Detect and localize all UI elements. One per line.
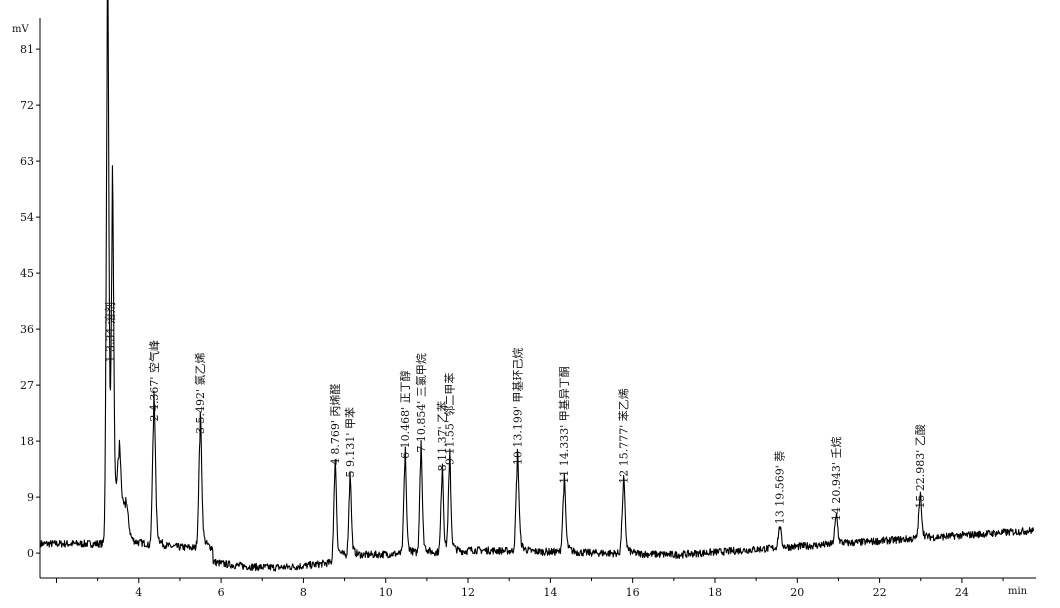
peak-label: 4 8.769' 丙烯醛 — [328, 384, 342, 466]
x-tick-label: 24 — [955, 586, 969, 599]
y-tick-label: 72 — [20, 99, 34, 112]
chromatogram-trace — [40, 0, 1035, 572]
y-ticks: 0 9 18 27 36 45 54 63 72 81 — [20, 43, 40, 560]
peak-label: 14 20.943' 壬烷 — [829, 437, 843, 522]
y-tick-label: 45 — [20, 267, 34, 280]
y-tick-label: 81 — [20, 43, 34, 56]
peak-label: 1 3.34 溶剂 — [103, 302, 117, 362]
y-tick-label: 0 — [27, 547, 34, 560]
x-unit-label: min — [1008, 586, 1028, 597]
peak-label: 2 4.367' 空气峰 — [147, 340, 161, 422]
x-tick-label: 8 — [300, 586, 307, 599]
x-tick-label: 14 — [543, 586, 557, 599]
peak-label: 6 10.468' 正丁醇 — [398, 370, 412, 459]
y-tick-label: 54 — [20, 211, 34, 224]
x-tick-label: 18 — [708, 586, 722, 599]
y-tick-label: 18 — [20, 435, 34, 448]
peak-label: 3 5.492' 氯乙烯 — [193, 352, 207, 434]
peak-labels: 1 3.34 溶剂 2 4.367' 空气峰 3 5.492' 氯乙烯 4 8.769… — [103, 302, 927, 524]
peak-label: 11 14.333' 甲基异丁酮 — [558, 366, 571, 484]
x-tick-label: 16 — [626, 586, 640, 599]
y-tick-label: 36 — [20, 323, 34, 336]
y-unit-label: mV — [12, 24, 29, 35]
peak-label: 7 10.854' 三氯甲烷 — [414, 353, 428, 453]
x-tick-label: 6 — [218, 586, 225, 599]
x-ticks: 4 6 8 10 12 14 16 18 20 22 24 — [55, 578, 1004, 599]
peak-label: 15 22.983' 乙酸 — [913, 424, 927, 509]
y-tick-label: 27 — [20, 379, 34, 392]
peak-label: 12 15.777' 苯乙烯 — [616, 388, 630, 484]
peak-label: 8 11.37' 乙苯 — [435, 401, 449, 472]
peak-label: 13 19.569' 萘 — [774, 451, 787, 525]
x-tick-label: 4 — [135, 586, 142, 599]
peak-label: 5 9.131' 甲苯 — [343, 407, 357, 478]
y-tick-label: 63 — [20, 155, 34, 168]
x-tick-label: 12 — [461, 586, 475, 599]
peak-label: 9 11.55' 邻二甲苯 — [443, 373, 457, 466]
peak-label: 10 13.199' 甲基环己烷 — [510, 348, 524, 466]
axes — [39, 18, 1036, 579]
x-tick-label: 22 — [873, 586, 887, 599]
x-tick-label: 10 — [379, 586, 393, 599]
x-tick-label: 20 — [790, 586, 804, 599]
y-tick-label: 9 — [27, 491, 34, 504]
